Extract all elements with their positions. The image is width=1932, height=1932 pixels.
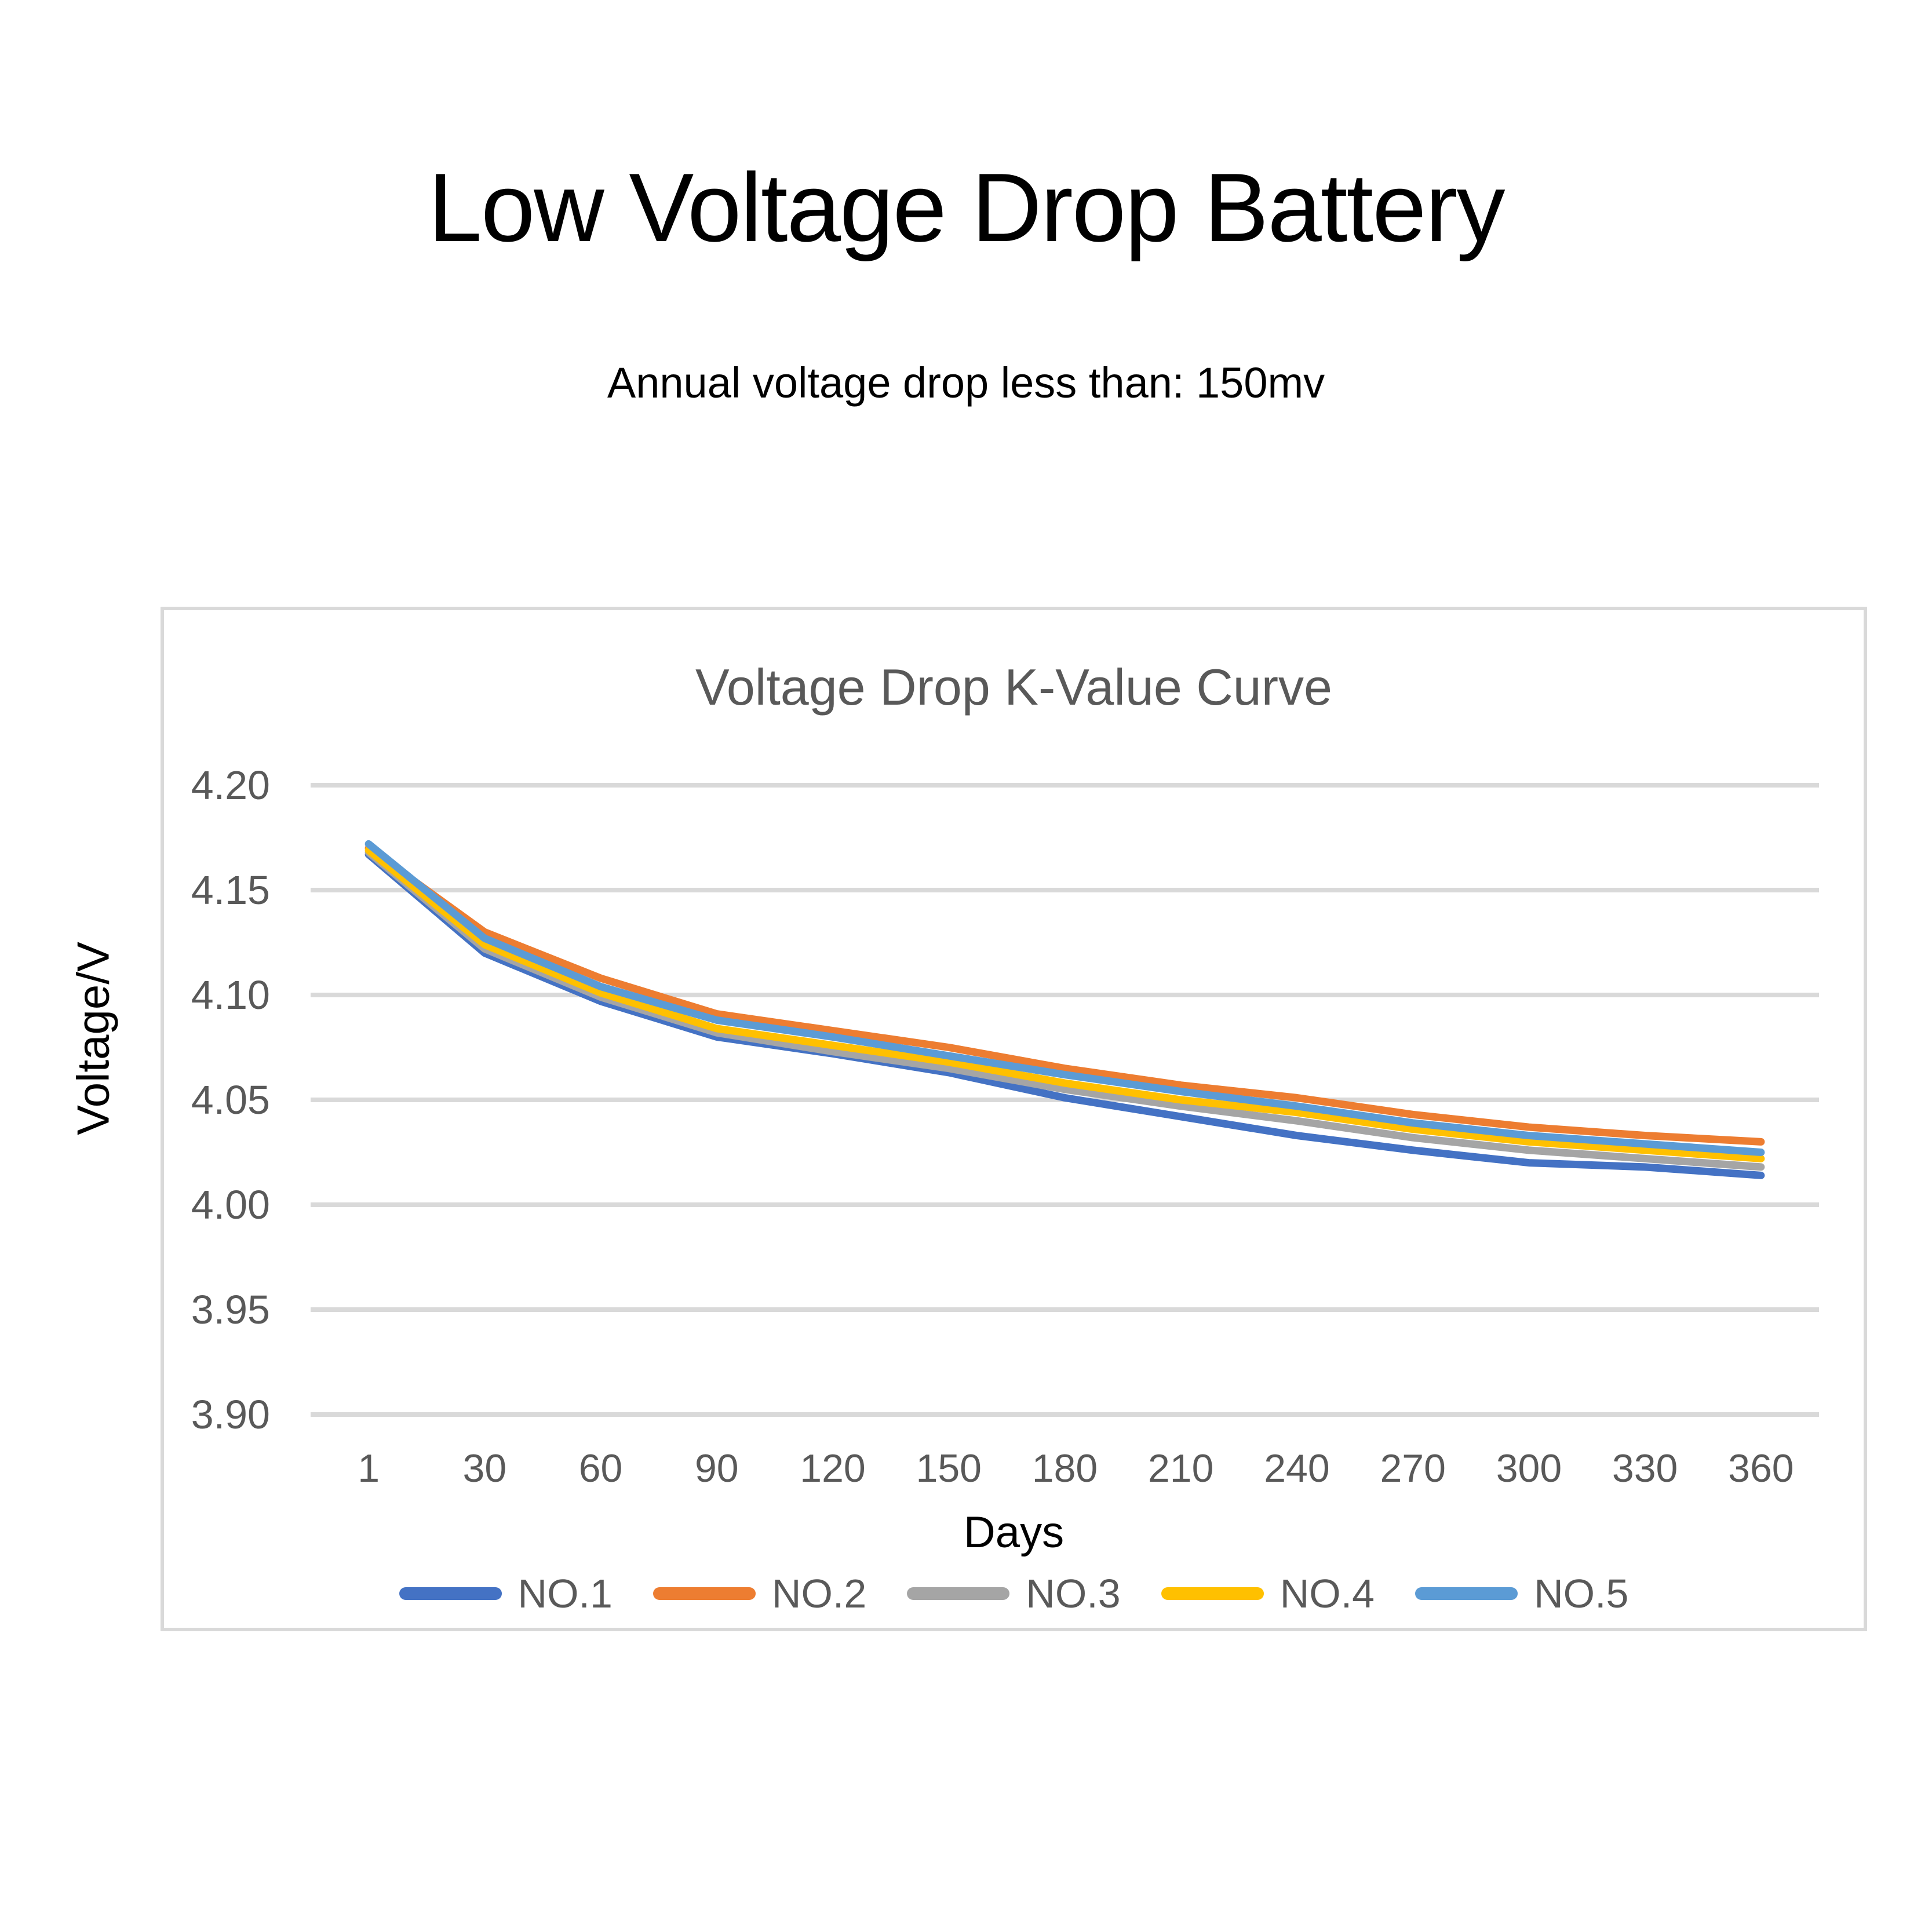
series-line-no2: [364, 844, 1765, 1146]
gridline: [311, 1307, 1819, 1312]
x-axis-tick-label: 270: [1380, 1446, 1446, 1490]
x-axis-tick-label: 60: [578, 1446, 623, 1490]
legend-item-no1: NO.1: [399, 1572, 613, 1615]
legend-label: NO.5: [1534, 1571, 1629, 1616]
line-plot: [364, 840, 1765, 1179]
x-axis-tick-label: 30: [462, 1446, 507, 1490]
y-axis-tick-label: 3.90: [191, 1392, 270, 1437]
y-axis-tick-label: 4.05: [191, 1077, 270, 1122]
y-axis-tick-label: 4.20: [191, 763, 270, 808]
x-axis-tick-label: 240: [1264, 1446, 1330, 1490]
series-line-no1: [364, 850, 1765, 1179]
x-axis-tick-label: 120: [800, 1446, 866, 1490]
legend-label: NO.4: [1280, 1571, 1375, 1616]
legend-swatch: [907, 1587, 1010, 1600]
x-axis-title: Days: [963, 1508, 1065, 1557]
x-axis-tick-label: 360: [1728, 1446, 1794, 1490]
legend-item-no4: NO.4: [1161, 1572, 1375, 1615]
legend-item-no2: NO.2: [652, 1571, 867, 1616]
legend-item-no5: NO.5: [1415, 1572, 1628, 1615]
x-axis-tick-label: 180: [1031, 1446, 1098, 1490]
x-axis-tick-label: 90: [694, 1446, 739, 1490]
y-axis-tick-label: 3.95: [191, 1287, 270, 1332]
series-line-no4: [364, 846, 1765, 1162]
y-axis-tick-label: 4.10: [191, 972, 270, 1018]
page-title: Low Voltage Drop Battery: [428, 153, 1505, 262]
chart-card: Voltage Drop K-Value Curve 4.20 4.15 4.10 4…: [161, 607, 1867, 1631]
legend-swatch: [1161, 1587, 1264, 1600]
series-line-no5: [364, 840, 1765, 1156]
chart-title: Voltage Drop K-Value Curve: [695, 658, 1332, 716]
legend-label: NO.2: [771, 1571, 867, 1616]
legend-label: NO.3: [1026, 1571, 1121, 1616]
x-axis-tick-label: 330: [1612, 1446, 1678, 1490]
legend-swatch: [652, 1587, 756, 1600]
gridline: [311, 993, 1819, 997]
y-axis-title: Voltage/V: [67, 942, 119, 1135]
gridline: [311, 1412, 1819, 1417]
x-axis-tick-label: 1: [358, 1446, 380, 1490]
legend-swatch: [399, 1587, 502, 1600]
x-axis-tick-label: 300: [1496, 1446, 1562, 1490]
legend-label: NO.1: [517, 1571, 613, 1616]
page-subtitle: Annual voltage drop less than: 150mv: [607, 359, 1325, 407]
gridline: [311, 888, 1819, 892]
series-line-no3: [364, 848, 1765, 1171]
gridline: [311, 783, 1819, 788]
legend: NO.1 NO.2 NO.3 NO.4 NO.5: [399, 1571, 1628, 1616]
gridline: [311, 1202, 1819, 1207]
legend-item-no3: NO.3: [907, 1571, 1121, 1616]
y-axis-tick-label: 4.00: [191, 1182, 270, 1227]
x-axis-tick-label: 210: [1147, 1446, 1214, 1490]
legend-swatch: [1415, 1587, 1518, 1600]
x-axis-tick-label: 150: [916, 1446, 982, 1490]
y-axis-tick-label: 4.15: [191, 867, 270, 913]
